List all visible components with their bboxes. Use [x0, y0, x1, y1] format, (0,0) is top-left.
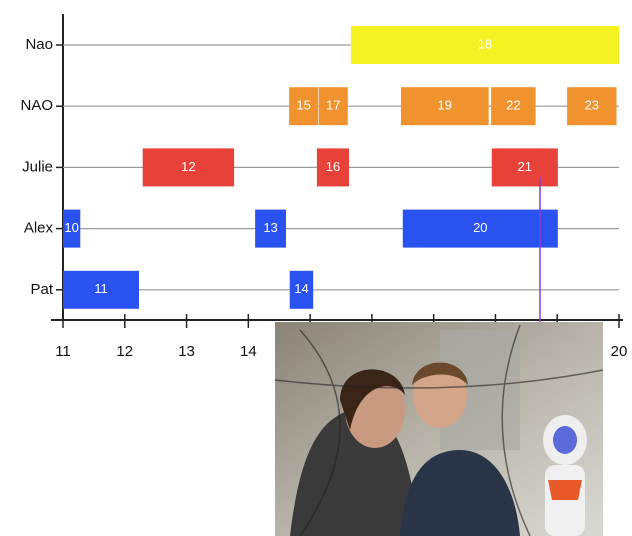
segment-label: 23: [585, 98, 599, 113]
segment: [567, 87, 617, 126]
segment-label: 18: [478, 36, 492, 51]
segment: [400, 87, 489, 126]
row-label: Pat: [30, 281, 53, 298]
segment: [491, 148, 558, 187]
segment: [402, 209, 558, 248]
row-label: Nao: [25, 36, 53, 53]
x-tick-label: 13: [178, 343, 195, 360]
segment-label: 22: [506, 98, 520, 113]
video-frame: [274, 322, 604, 536]
segment-label: 16: [326, 159, 340, 174]
segment-label: 11: [94, 281, 108, 296]
segment-label: 19: [438, 98, 452, 113]
segment: [289, 270, 314, 309]
segment: [350, 26, 619, 64]
segment-label: 17: [326, 98, 340, 113]
segment-label: 12: [181, 159, 195, 174]
segment-label: 13: [263, 220, 277, 235]
row-label: NAO: [20, 97, 53, 114]
row-label: Alex: [24, 220, 54, 237]
segment: [255, 209, 287, 248]
x-tick-label: 12: [116, 343, 133, 360]
segment: [142, 148, 235, 187]
x-tick-label: 14: [240, 343, 257, 360]
segment: [289, 87, 319, 126]
segment: [318, 87, 348, 126]
segment-label: 15: [296, 98, 310, 113]
segment-label: 20: [473, 220, 487, 235]
x-tick-label: 11: [55, 343, 71, 360]
segment-label: 21: [518, 159, 532, 174]
row-label: Julie: [22, 158, 53, 175]
segment-label: 14: [294, 281, 308, 296]
x-tick-label: 20: [611, 343, 628, 360]
segment: [491, 87, 536, 126]
segment-label: 10: [64, 220, 78, 235]
segment: [63, 270, 139, 309]
segment: [63, 209, 81, 248]
segment: [316, 148, 350, 187]
